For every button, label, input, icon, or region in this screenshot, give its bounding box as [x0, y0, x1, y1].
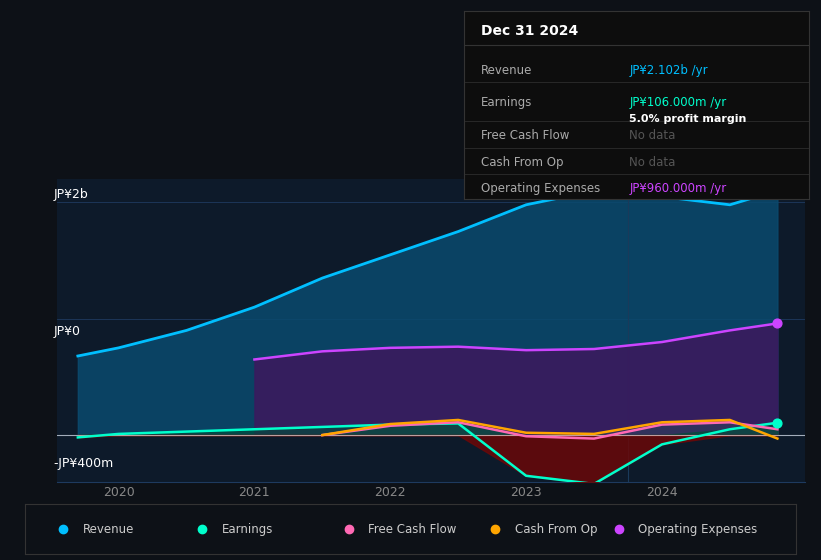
Text: Free Cash Flow: Free Cash Flow — [481, 129, 570, 142]
Text: Earnings: Earnings — [222, 522, 273, 536]
Text: Operating Expenses: Operating Expenses — [481, 182, 600, 195]
Point — [771, 186, 784, 195]
Text: Cash From Op: Cash From Op — [515, 522, 597, 536]
Text: No data: No data — [630, 156, 676, 169]
Text: JP¥106.000m /yr: JP¥106.000m /yr — [630, 96, 727, 109]
Text: JP¥0: JP¥0 — [53, 325, 80, 338]
Text: JP¥2.102b /yr: JP¥2.102b /yr — [630, 64, 708, 77]
Text: 5.0% profit margin: 5.0% profit margin — [630, 114, 747, 124]
Point — [771, 418, 784, 427]
Text: Revenue: Revenue — [83, 522, 134, 536]
Text: JP¥2b: JP¥2b — [53, 188, 89, 201]
Text: Revenue: Revenue — [481, 64, 533, 77]
Text: Earnings: Earnings — [481, 96, 533, 109]
Text: Dec 31 2024: Dec 31 2024 — [481, 24, 578, 38]
Text: No data: No data — [630, 129, 676, 142]
Text: JP¥960.000m /yr: JP¥960.000m /yr — [630, 182, 727, 195]
Point — [771, 319, 784, 328]
Text: -JP¥400m: -JP¥400m — [53, 456, 114, 469]
Text: Operating Expenses: Operating Expenses — [638, 522, 758, 536]
Text: Cash From Op: Cash From Op — [481, 156, 563, 169]
Text: Free Cash Flow: Free Cash Flow — [368, 522, 456, 536]
